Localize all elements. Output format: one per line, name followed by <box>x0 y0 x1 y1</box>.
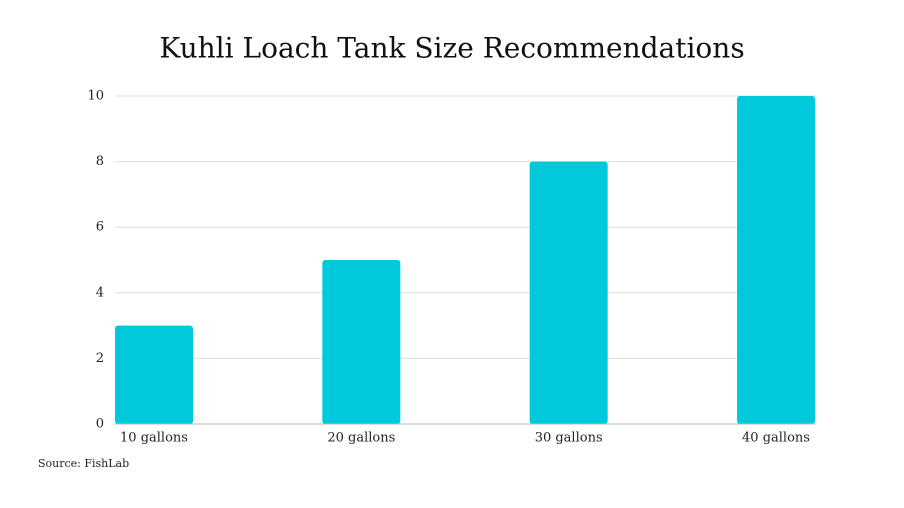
x-tick-label: 10 gallons <box>120 431 188 446</box>
y-tick-label: 2 <box>96 351 104 366</box>
source-note: Source: FishLab <box>38 457 129 470</box>
y-tick-label: 8 <box>96 154 104 169</box>
bar <box>529 161 608 424</box>
y-tick-label: 10 <box>87 89 104 104</box>
y-tick-label: 0 <box>96 417 104 432</box>
y-tick-label: 4 <box>96 285 104 300</box>
bar <box>115 325 193 424</box>
x-tick-label: 30 gallons <box>535 431 603 446</box>
x-tick-label: 20 gallons <box>327 431 395 446</box>
bar <box>737 96 815 424</box>
y-tick-label: 6 <box>96 220 104 235</box>
chart-title: Kuhli Loach Tank Size Recommendations <box>159 32 744 65</box>
x-tick-label: 40 gallons <box>742 431 810 446</box>
bar <box>322 260 401 424</box>
